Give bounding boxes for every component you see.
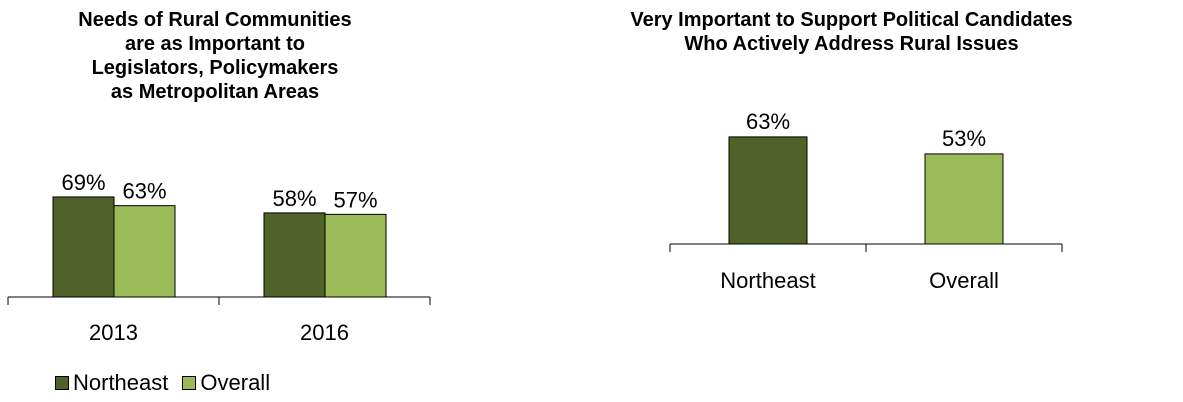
legend-swatch-northeast [55, 376, 69, 390]
chart1-data-label: 69% [61, 170, 105, 195]
chart2-bar-overall [924, 153, 1004, 245]
legend-item-overall: Overall [182, 370, 270, 396]
chart1-bar-northeast [263, 212, 326, 298]
chart2-bar-northeast [728, 136, 808, 245]
chart1-data-label: 63% [122, 179, 166, 204]
chart1-title: Needs of Rural Communities are as Import… [78, 9, 352, 103]
legend-label-overall: Overall [200, 370, 271, 395]
chart1-category-label: 2016 [300, 320, 349, 345]
legend-label-northeast: Northeast [73, 370, 169, 395]
chart1-bar-overall [324, 213, 387, 298]
chart2-data-label: 63% [746, 109, 790, 134]
chart1-data-label: 58% [272, 186, 316, 211]
chart2-data-label: 53% [942, 126, 986, 151]
chart2-title: Very Important to Support Political Cand… [630, 9, 1073, 55]
chart1-legend: Northeast Overall [55, 370, 284, 396]
chart2-category-label: Northeast [720, 268, 815, 293]
chart2-category-label: Overall [929, 268, 999, 293]
chart1-category-label: 2013 [89, 320, 138, 345]
chart1-data-label: 57% [333, 187, 377, 212]
chart1-bar-northeast [52, 196, 115, 298]
legend-swatch-overall [182, 376, 197, 390]
chart1-bar-overall [113, 205, 176, 298]
legend-item-northeast: Northeast [55, 370, 168, 396]
